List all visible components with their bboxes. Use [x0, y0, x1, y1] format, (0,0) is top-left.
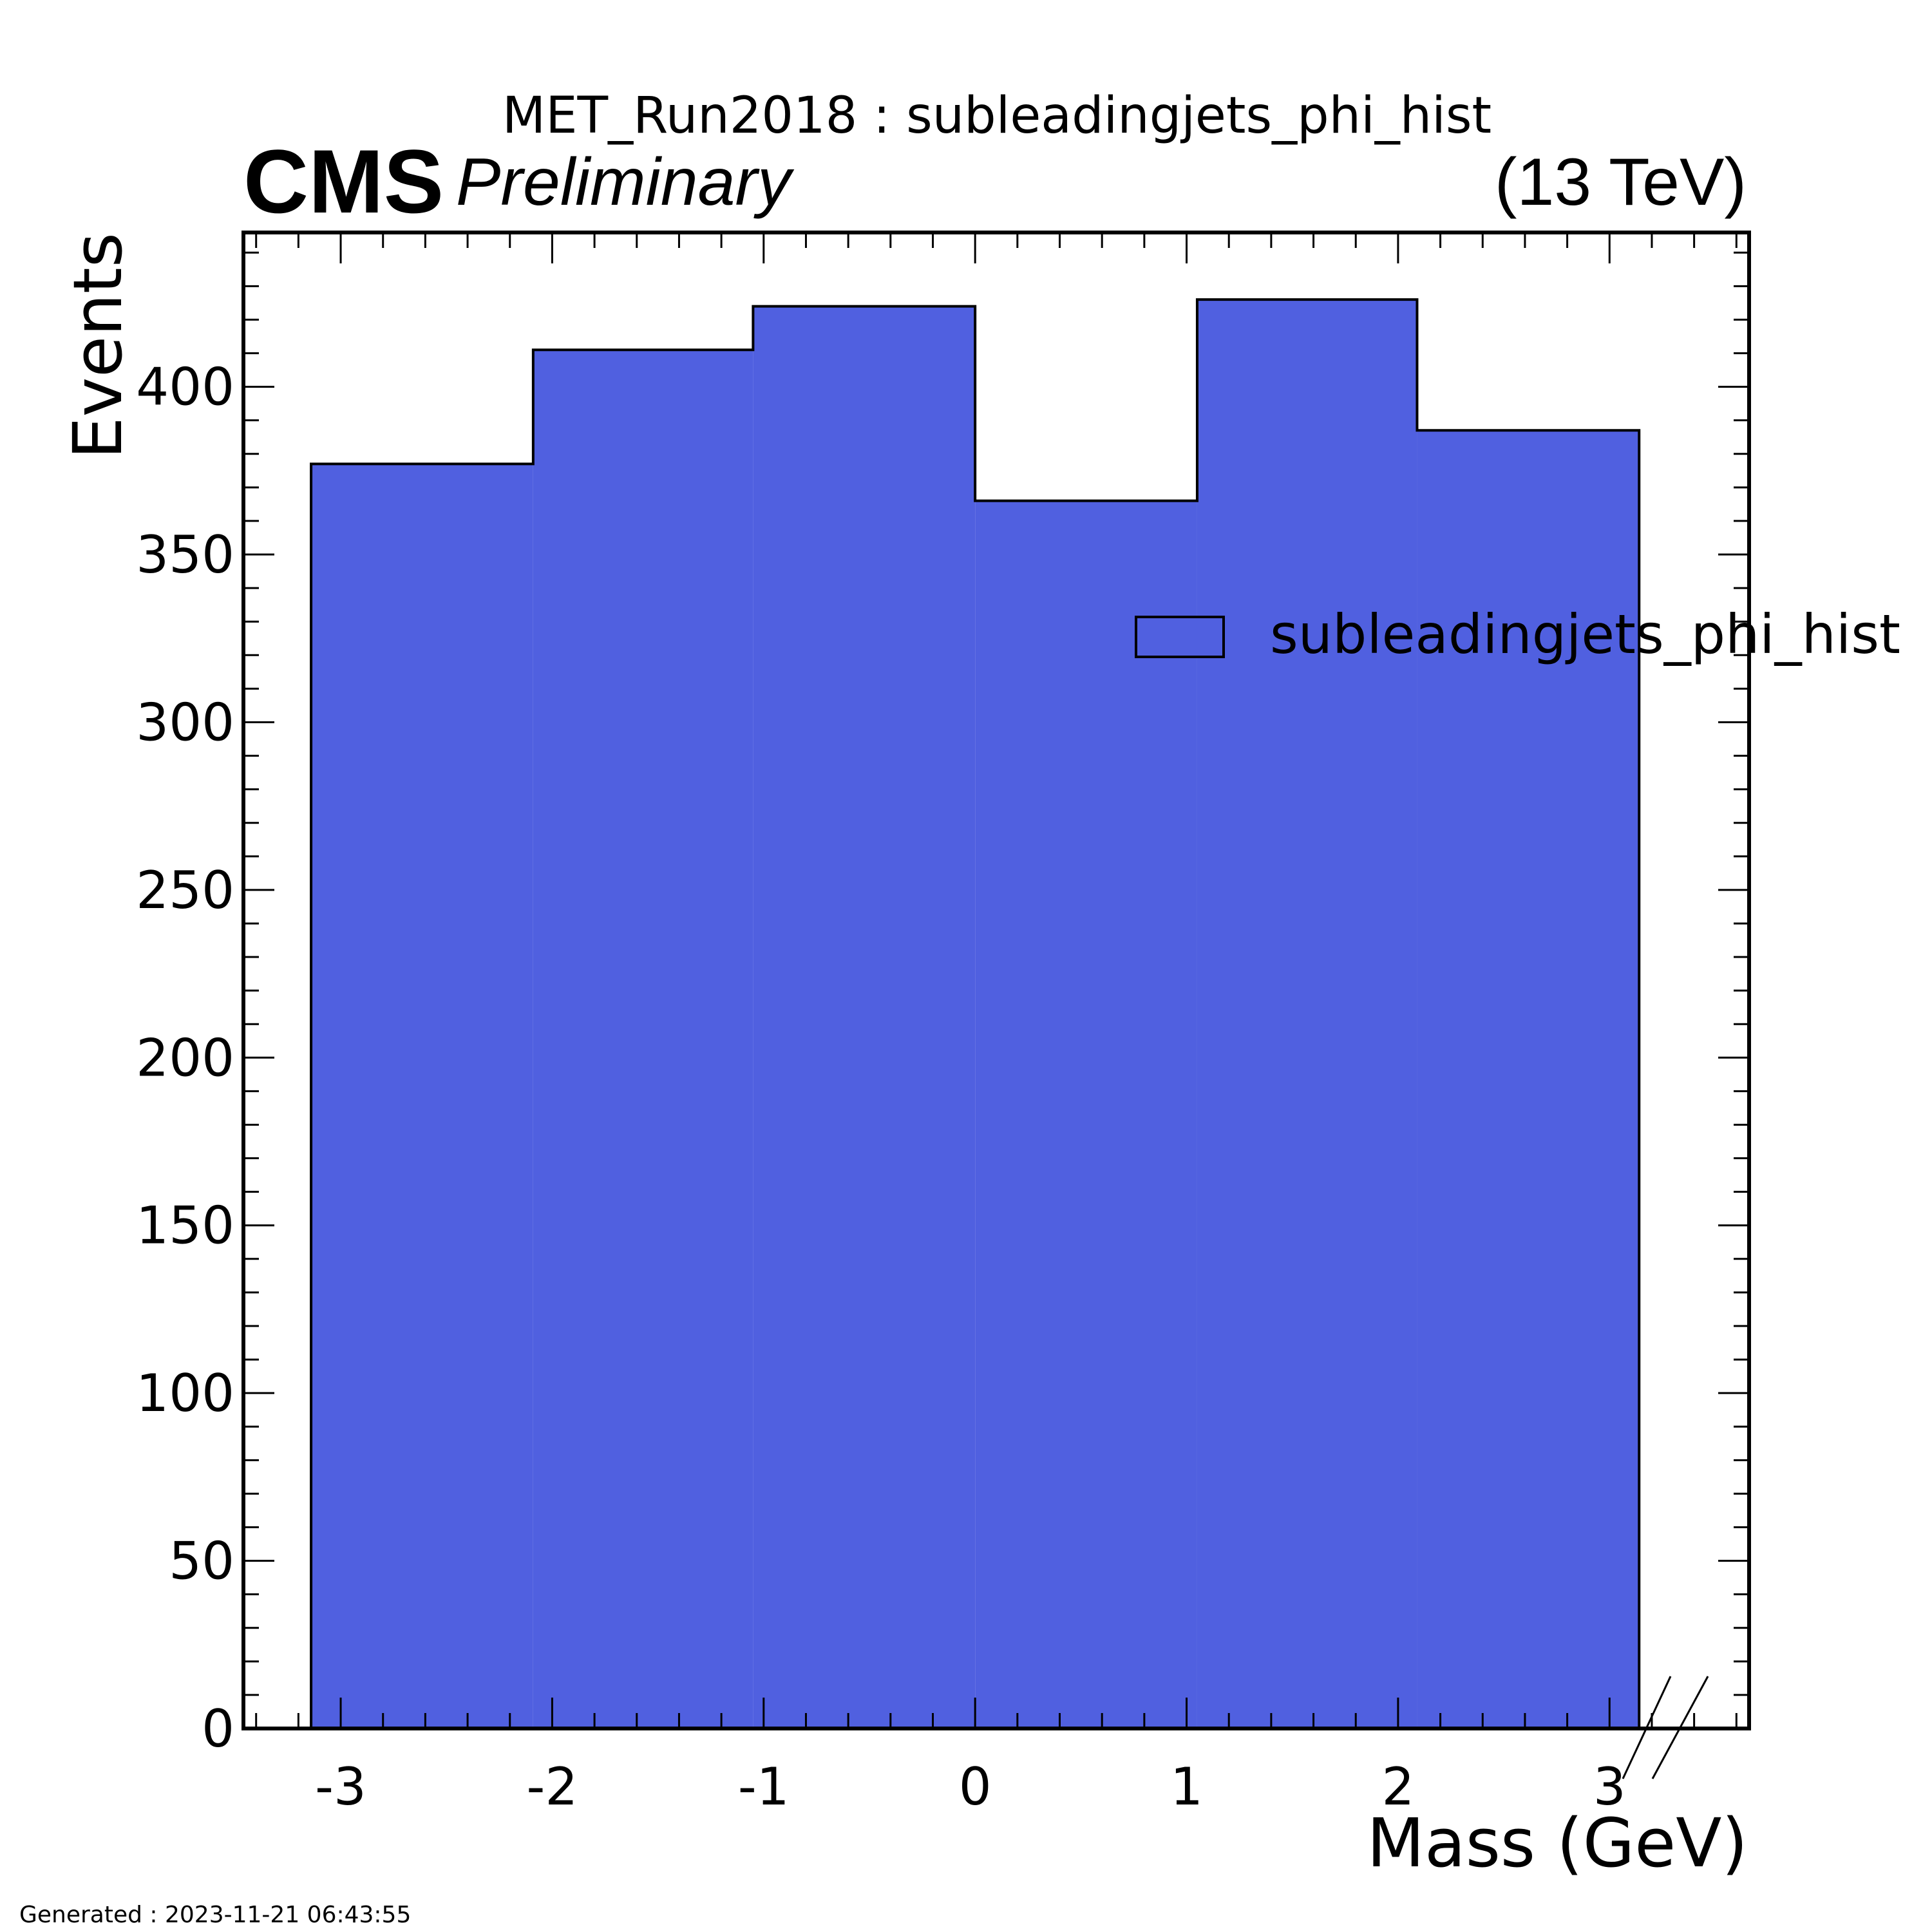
footer-timestamp: Generated : 2023-11-21 06:43:55 — [19, 1902, 411, 1928]
y-axis-label: Events — [59, 232, 137, 459]
axis-ticks — [243, 232, 1749, 1730]
x-axis-label: Mass (GeV) — [1367, 1804, 1748, 1882]
x-tick-label: -1 — [738, 1757, 790, 1817]
histogram-bar — [1417, 430, 1640, 1728]
cms-label: CMS — [243, 131, 444, 232]
preliminary-label: Preliminary — [456, 145, 795, 220]
histogram-bar — [533, 350, 753, 1728]
x-tick-label: 1 — [1170, 1757, 1203, 1817]
histogram-bar — [975, 500, 1197, 1728]
y-tick-label: 200 — [136, 1028, 234, 1088]
histogram-bars — [311, 299, 1640, 1729]
y-tick-label: 50 — [169, 1531, 234, 1591]
legend: subleadingjets_phi_hist — [1135, 603, 1900, 666]
legend-swatch — [1135, 616, 1225, 658]
y-tick-label: 150 — [136, 1196, 234, 1256]
x-tick-label: 3 — [1593, 1757, 1626, 1817]
x-tick-label: -2 — [527, 1757, 578, 1817]
energy-label: (13 TeV) — [1495, 145, 1747, 220]
plot-frame — [242, 231, 1751, 1730]
legend-label: subleadingjets_phi_hist — [1270, 603, 1900, 666]
y-tick-label: 350 — [136, 525, 234, 585]
y-tick-label: 250 — [136, 860, 234, 920]
y-tick-label: 400 — [136, 357, 234, 417]
axis-tick-labels: -3 -2 -1 0 1 2 3 0 50 100 150 200 250 300 350 400 — [136, 357, 1625, 1817]
y-tick-label: 0 — [202, 1699, 234, 1759]
plot-title: MET_Run2018 : subleadingjets_phi_hist — [502, 87, 1492, 145]
x-tick-label: 0 — [959, 1757, 992, 1817]
axis-break-marks — [1622, 1676, 1709, 1779]
histogram-outline — [310, 298, 1641, 1728]
x-tick-label: 2 — [1381, 1757, 1414, 1817]
histogram-bar — [1197, 299, 1417, 1728]
histogram-bar — [753, 306, 976, 1729]
y-tick-label: 300 — [136, 692, 234, 752]
histogram-bar — [311, 464, 533, 1728]
x-tick-label: -3 — [315, 1757, 366, 1817]
y-tick-label: 100 — [136, 1363, 234, 1423]
